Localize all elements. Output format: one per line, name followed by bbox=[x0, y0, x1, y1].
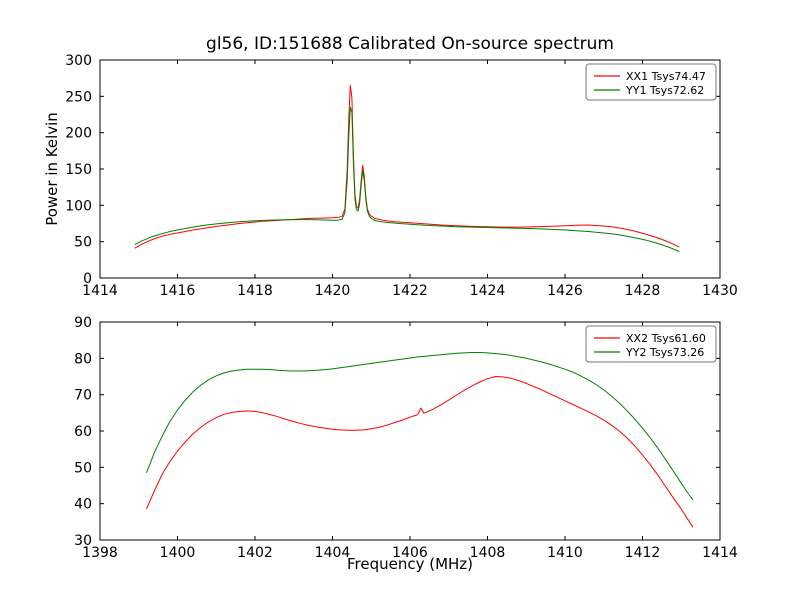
bottom-x-tick-label: 1398 bbox=[82, 545, 118, 561]
top-legend-box bbox=[585, 63, 717, 101]
top-x-tick-label: 1428 bbox=[625, 283, 661, 299]
top-y-tick-label: 100 bbox=[65, 198, 92, 214]
x-axis-label: Frequency (MHz) bbox=[346, 555, 474, 573]
bottom-x-tick-label: 1408 bbox=[470, 545, 506, 561]
top-x-tick-label: 1418 bbox=[237, 283, 273, 299]
bottom-y-tick-label: 40 bbox=[74, 497, 92, 513]
top-y-tick-label: 250 bbox=[65, 89, 92, 105]
bottom-legend-label: YY2 Tsys73.26 bbox=[625, 346, 704, 359]
bottom-y-tick-label: 50 bbox=[74, 460, 92, 476]
bottom-y-tick-label: 70 bbox=[74, 388, 92, 404]
bottom-x-tick-label: 1414 bbox=[702, 545, 738, 561]
top-x-tick-label: 1426 bbox=[547, 283, 583, 299]
top-x-tick-label: 1416 bbox=[160, 283, 196, 299]
top-y-tick-label: 150 bbox=[65, 162, 92, 178]
top-x-tick-label: 1424 bbox=[470, 283, 506, 299]
bottom-y-tick-label: 80 bbox=[74, 351, 92, 367]
bottom-series-line-0 bbox=[146, 376, 694, 528]
top-series-line-1 bbox=[134, 106, 680, 252]
top-x-tick-label: 1414 bbox=[82, 283, 118, 299]
bottom-x-tick-label: 1400 bbox=[160, 545, 196, 561]
bottom-x-tick-label: 1404 bbox=[315, 545, 351, 561]
bottom-x-tick-label: 1410 bbox=[547, 545, 583, 561]
bottom-y-tick-label: 60 bbox=[74, 424, 92, 440]
top-y-tick-label: 0 bbox=[83, 271, 92, 287]
bottom-legend-box bbox=[585, 325, 717, 363]
figure-title: gl56, ID:151688 Calibrated On-source spe… bbox=[206, 34, 614, 54]
bottom-legend-label: XX2 Tsys61.60 bbox=[626, 332, 706, 345]
bottom-series-line-1 bbox=[146, 352, 694, 501]
bottom-y-tick-label: 90 bbox=[74, 315, 92, 331]
top-y-tick-label: 200 bbox=[65, 126, 92, 142]
top-y-tick-label: 50 bbox=[74, 235, 92, 251]
bottom-y-tick-label: 30 bbox=[74, 533, 92, 549]
top-y-tick-label: 300 bbox=[65, 53, 92, 69]
bottom-x-tick-label: 1406 bbox=[392, 545, 428, 561]
bottom-x-tick-label: 1412 bbox=[625, 545, 661, 561]
top-x-tick-label: 1422 bbox=[392, 283, 428, 299]
bottom-x-tick-label: 1402 bbox=[237, 545, 273, 561]
top-legend-label: XX1 Tsys74.47 bbox=[626, 70, 706, 83]
top-legend-label: YY1 Tsys72.62 bbox=[625, 84, 704, 97]
top-x-tick-label: 1420 bbox=[315, 283, 351, 299]
top-x-tick-label: 1430 bbox=[702, 283, 738, 299]
